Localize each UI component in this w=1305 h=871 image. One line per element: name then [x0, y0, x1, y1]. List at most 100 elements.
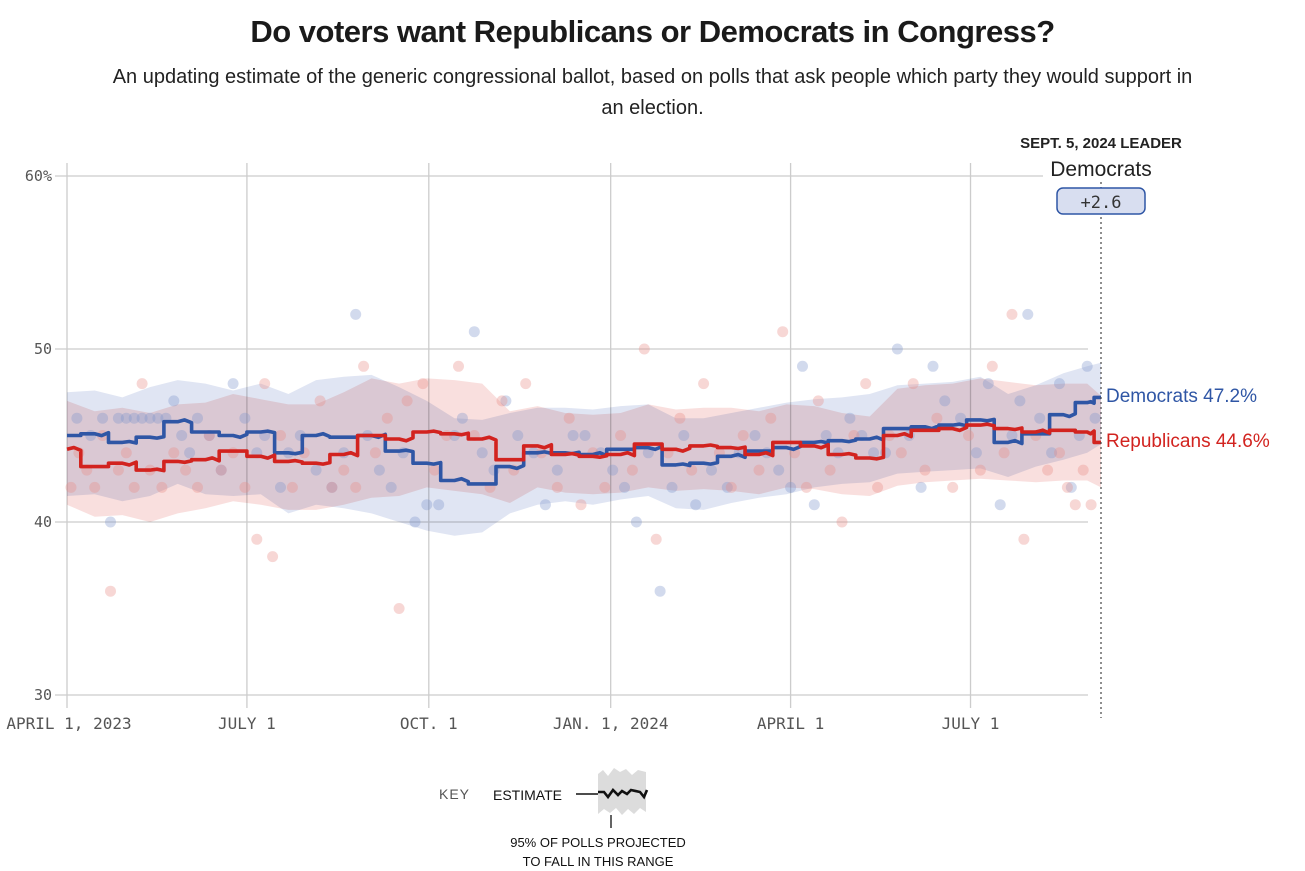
republicans-poll-dot: [698, 378, 710, 390]
democrats-poll-dot: [128, 412, 140, 424]
democrats-poll-dot: [310, 464, 322, 476]
y-tick-label: 60%: [25, 167, 52, 185]
republicans-poll-dot: [286, 481, 298, 493]
republicans-poll-dot: [963, 430, 974, 441]
leader-margin: +2.6: [1081, 193, 1122, 213]
key-label: KEY: [439, 786, 470, 802]
republicans-end-label: Republicans 44.6%: [1106, 431, 1270, 452]
democrats-poll-dot: [939, 395, 951, 407]
democrats-poll-dot: [500, 395, 512, 407]
republicans-poll-dot: [192, 481, 203, 493]
republicans-poll-dot: [1085, 499, 1097, 511]
democrats-poll-dot: [105, 516, 116, 528]
republicans-poll-dot: [626, 464, 638, 476]
republicans-poll-dot: [674, 412, 686, 424]
republicans-poll-dot: [947, 481, 959, 493]
republicans-poll-dot: [496, 395, 508, 407]
democrats-poll-dot: [927, 360, 939, 372]
democrats-poll-dot: [1065, 481, 1077, 493]
democrats-poll-dot: [476, 447, 488, 459]
leader-margin-badge: [1056, 187, 1146, 215]
democrats-poll-dot: [421, 499, 433, 511]
republicans-poll-dot: [895, 447, 907, 459]
democrats-poll-dot: [654, 585, 666, 597]
estimate-lines: [66, 395, 1101, 486]
republicans-poll-dot: [919, 464, 931, 476]
republicans-poll-dot: [417, 378, 429, 390]
republicans-poll-dot: [725, 481, 737, 493]
key-range-note-1: 95% OF POLLS PROJECTED: [510, 835, 686, 850]
democrats-poll-dot: [136, 412, 148, 424]
democrats-poll-dot: [797, 360, 808, 372]
republicans-poll-dot: [765, 412, 777, 424]
republicans-poll-dot: [575, 499, 587, 511]
republicans-poll-dot: [1061, 481, 1073, 493]
democrats-poll-dot: [1089, 412, 1101, 424]
democrats-poll-dot: [215, 464, 227, 476]
republicans-poll-dot: [638, 343, 650, 355]
democrats-poll-dot: [868, 447, 880, 459]
democrats-poll-dot: [409, 516, 421, 528]
republicans-poll-dot: [393, 603, 405, 614]
republicans-poll-dot: [974, 464, 986, 476]
republicans-poll-dot: [931, 412, 943, 424]
democrats-poll-dot: [619, 481, 630, 493]
republicans-poll-dot: [429, 464, 441, 476]
democrats-poll-dot: [607, 464, 619, 476]
x-tick-label: OCT. 1: [400, 714, 458, 733]
republicans-poll-dot: [551, 481, 563, 493]
democrats-poll-dot: [539, 499, 551, 511]
democrats-poll-dot: [666, 481, 678, 493]
republicans-poll-dot: [615, 430, 627, 441]
republicans-poll-dot: [369, 447, 381, 459]
democrats-poll-dot: [970, 447, 982, 459]
democrats-poll-dot: [373, 464, 385, 476]
republicans-poll-dot: [872, 481, 884, 493]
democrats-poll-dot: [120, 412, 132, 424]
x-tick-label: APRIL 1, 2023: [6, 714, 131, 733]
democrats-poll-dot: [97, 412, 109, 424]
republicans-poll-dot: [812, 395, 824, 407]
republicans-poll-dot: [1006, 308, 1018, 320]
republicans-poll-dot: [737, 430, 749, 441]
democrats-poll-dot: [1034, 412, 1046, 424]
democrats-poll-dot: [275, 481, 286, 493]
democrats-poll-dot: [551, 464, 563, 476]
republicans-poll-dot: [1077, 464, 1089, 476]
republicans-poll-dot: [1042, 464, 1054, 476]
democrats-poll-dot: [184, 447, 196, 459]
republicans-poll-dot: [563, 412, 575, 424]
democrats-poll-dot: [512, 430, 524, 441]
democrats-poll-dot: [891, 343, 903, 355]
republicans-poll-dot: [401, 395, 413, 407]
democrats-poll-dot: [385, 481, 397, 493]
republicans-poll-dot: [520, 378, 532, 390]
x-tick-label: JULY 1: [218, 714, 276, 733]
democrats-poll-dot: [456, 412, 468, 424]
uncertainty-bands: [67, 362, 1101, 536]
republicans-poll-dot: [259, 378, 271, 390]
democrats-poll-dot: [773, 464, 785, 476]
leader-heading: SEPT. 5, 2024 LEADER: [1020, 135, 1182, 152]
democrats-poll-dot: [144, 412, 156, 424]
republicans-poll-dot: [168, 447, 180, 459]
democrats-poll-dot: [176, 430, 188, 441]
republicans-poll-dot: [267, 551, 279, 563]
republicans-poll-dot: [275, 430, 286, 441]
democrats-end-label: Democrats 47.2%: [1106, 386, 1257, 407]
democrats-poll-dot: [227, 378, 239, 390]
democrats-poll-dot: [112, 412, 124, 424]
democrats-poll-dot: [808, 499, 820, 511]
democrats-poll-dot: [326, 481, 338, 493]
republicans-poll-dot: [358, 360, 370, 372]
x-axis: APRIL 1, 2023 JULY 1 OCT. 1 JAN. 1, 2024 APR…: [6, 714, 999, 733]
democrats-poll-dot: [1022, 308, 1034, 320]
republicans-poll-dot: [860, 378, 872, 390]
x-tick-label: APRIL 1: [757, 714, 824, 733]
democrats-poll-dot: [239, 412, 251, 424]
republicans-poll-dot: [156, 481, 168, 493]
y-tick-label: 40: [34, 513, 52, 531]
democrats-poll-dot: [678, 430, 690, 441]
republicans-poll-dot: [180, 464, 192, 476]
democrats-poll-dot: [1046, 447, 1058, 459]
